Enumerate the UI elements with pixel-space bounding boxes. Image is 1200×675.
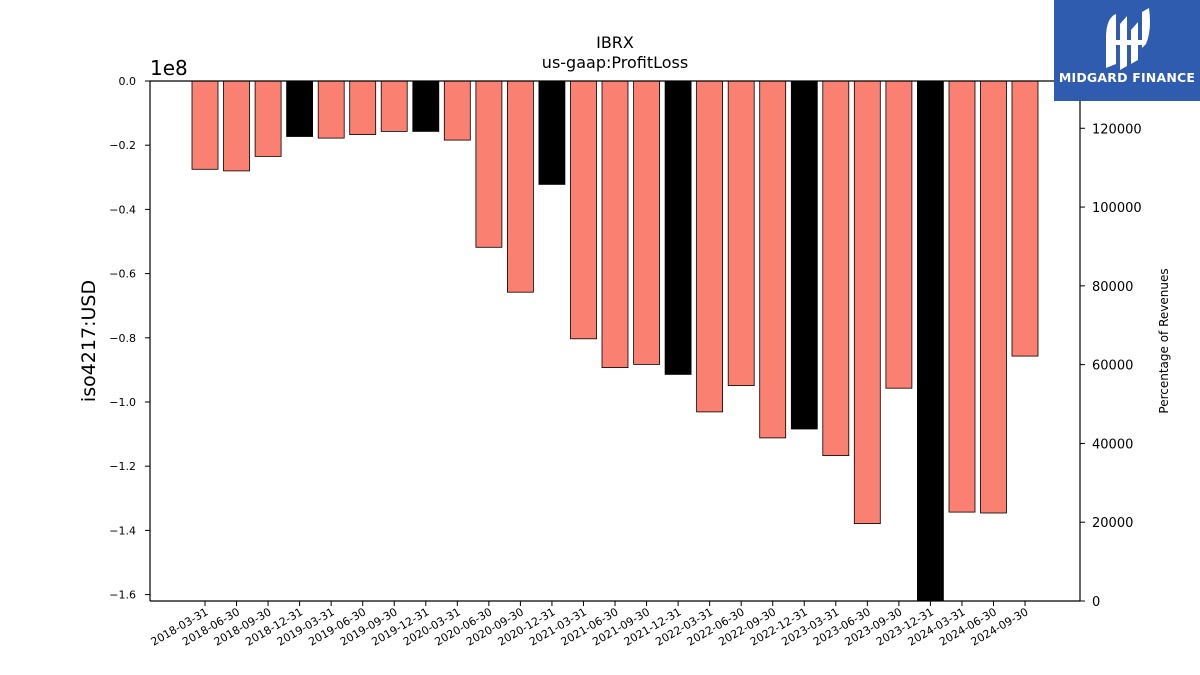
bar-2018-09-30 bbox=[254, 80, 282, 157]
bar-2023-12-31 bbox=[917, 80, 944, 602]
bar-2022-09-30 bbox=[759, 80, 787, 439]
bar-2020-12-31 bbox=[538, 80, 566, 185]
bar-2021-06-30 bbox=[601, 80, 629, 369]
bar-2019-03-31 bbox=[317, 80, 345, 139]
y-tick-label: −1.4 bbox=[109, 524, 136, 537]
y-tick-label: −1.0 bbox=[109, 396, 136, 409]
chart-subtitle: us-gaap:ProfitLoss bbox=[542, 53, 688, 72]
y-right-tick-label: 80000 bbox=[1092, 280, 1133, 295]
y-tick-label: −0.8 bbox=[109, 332, 136, 345]
bar-2022-12-31 bbox=[790, 80, 818, 430]
y-tick-label: −1.2 bbox=[109, 460, 136, 473]
y-tick-label: −1.6 bbox=[109, 589, 136, 602]
chart-title: IBRX bbox=[596, 33, 634, 52]
y-tick-label: −0.4 bbox=[109, 203, 136, 216]
bar-2024-09-30 bbox=[1011, 80, 1039, 357]
bar-2024-06-30 bbox=[980, 80, 1007, 514]
y-right-tick-label: 100000 bbox=[1092, 201, 1142, 216]
y-right-tick-label: 60000 bbox=[1092, 359, 1133, 374]
y-right-tick-label: 0 bbox=[1092, 595, 1100, 610]
bar-2020-03-31 bbox=[443, 80, 471, 141]
logo-text: MIDGARD FINANCE bbox=[1058, 70, 1196, 85]
bar-2019-06-30 bbox=[349, 80, 377, 135]
bar-2018-06-30 bbox=[223, 80, 250, 172]
y-right-tick-label: 120000 bbox=[1092, 122, 1142, 137]
logo-mark-icon bbox=[1106, 8, 1150, 70]
bar-2018-03-31 bbox=[191, 80, 219, 170]
y-tick-label: −0.6 bbox=[109, 268, 136, 281]
bar-2021-03-31 bbox=[570, 80, 597, 340]
y-right-axis-label: Percentage of Revenues bbox=[1157, 268, 1171, 413]
bar-2023-03-31 bbox=[822, 80, 850, 457]
bar-2022-06-30 bbox=[727, 80, 755, 387]
y-offset-label: 1e8 bbox=[150, 56, 188, 80]
bar-2019-12-31 bbox=[412, 80, 440, 132]
bar-2022-03-31 bbox=[696, 80, 723, 413]
y-tick-label: 0.0 bbox=[119, 75, 137, 88]
midgard-finance-logo: MIDGARD FINANCE bbox=[1054, 0, 1200, 101]
bar-2020-09-30 bbox=[506, 80, 534, 293]
y-right-tick-label: 20000 bbox=[1092, 516, 1133, 531]
bar-2019-09-30 bbox=[380, 80, 408, 132]
y-axis-label: iso4217:USD bbox=[78, 280, 100, 402]
bar-2024-03-31 bbox=[948, 80, 976, 513]
bar-2018-12-31 bbox=[286, 80, 314, 137]
bar-2020-06-30 bbox=[475, 80, 503, 248]
bar-2021-12-31 bbox=[664, 80, 692, 375]
bars-group bbox=[191, 80, 1039, 602]
bar-2023-06-30 bbox=[853, 80, 881, 525]
y-tick-label: −0.2 bbox=[109, 139, 136, 152]
bar-2021-09-30 bbox=[633, 80, 660, 365]
bar-2023-09-30 bbox=[885, 80, 913, 389]
y-right-tick-label: 40000 bbox=[1092, 437, 1133, 452]
